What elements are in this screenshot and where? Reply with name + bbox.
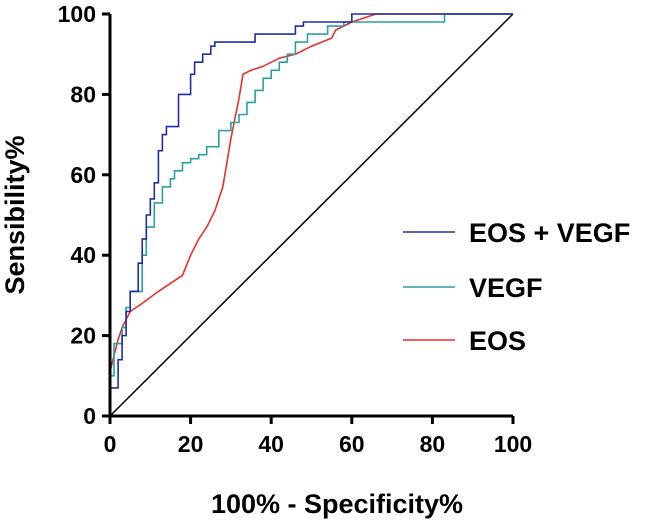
- legend-label: EOS: [469, 326, 526, 356]
- y-tick-label: 0: [83, 403, 96, 429]
- x-axis-title: 100% - Specificity%: [211, 489, 463, 519]
- y-tick-label: 20: [70, 323, 96, 349]
- legend: EOS + VEGF VEGF EOS: [403, 218, 630, 356]
- y-tick-label: 80: [70, 81, 96, 107]
- y-axis-title: Sensibility%: [0, 135, 30, 294]
- x-tick-label: 0: [104, 431, 117, 457]
- y-tick-label: 100: [58, 1, 96, 27]
- reference-diagonal: [109, 13, 514, 417]
- series-line-eos-vegf: [109, 13, 513, 416]
- y-tick-label: 60: [70, 162, 96, 188]
- x-tick-label: 20: [178, 431, 204, 457]
- y-tick-label: 40: [70, 242, 96, 268]
- x-tick-label: 100: [494, 431, 532, 457]
- x-tick-label: 40: [258, 431, 284, 457]
- x-tick-label: 80: [420, 431, 446, 457]
- legend-label: EOS + VEGF: [469, 218, 630, 248]
- x-tick-label: 60: [339, 431, 365, 457]
- series-line-eos: [109, 13, 513, 372]
- legend-label: VEGF: [469, 273, 543, 303]
